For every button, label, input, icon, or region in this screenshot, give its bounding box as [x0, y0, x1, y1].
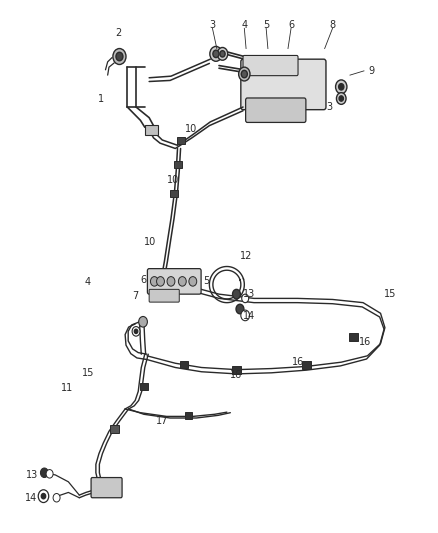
Circle shape: [40, 468, 48, 478]
Circle shape: [189, 277, 197, 286]
Text: 16: 16: [230, 370, 242, 380]
Circle shape: [220, 51, 225, 57]
Bar: [232, 366, 241, 374]
Text: 6: 6: [288, 20, 294, 30]
Circle shape: [46, 470, 53, 478]
Bar: [349, 333, 358, 341]
Circle shape: [233, 289, 240, 299]
Circle shape: [167, 277, 175, 286]
Text: 7: 7: [133, 291, 139, 301]
Text: 10: 10: [144, 237, 156, 247]
Text: 16: 16: [292, 357, 304, 367]
Text: 13: 13: [244, 289, 256, 299]
Circle shape: [339, 84, 344, 90]
Bar: [174, 161, 182, 168]
Text: 6: 6: [141, 275, 147, 285]
Circle shape: [339, 96, 343, 101]
Circle shape: [132, 327, 140, 336]
Text: 12: 12: [240, 251, 252, 261]
FancyBboxPatch shape: [246, 98, 306, 123]
Text: 13: 13: [26, 470, 38, 480]
Circle shape: [242, 294, 249, 303]
Text: 17: 17: [155, 416, 168, 426]
Text: 3: 3: [326, 102, 332, 112]
Circle shape: [213, 50, 219, 58]
Circle shape: [217, 47, 228, 60]
Circle shape: [336, 80, 347, 94]
Bar: [170, 190, 178, 197]
Circle shape: [150, 277, 158, 286]
Circle shape: [241, 70, 247, 78]
Bar: [145, 125, 158, 135]
Bar: [177, 137, 185, 144]
Circle shape: [134, 329, 138, 334]
Text: 9: 9: [368, 66, 374, 76]
Text: 11: 11: [61, 383, 73, 393]
Text: 5: 5: [203, 277, 209, 286]
FancyBboxPatch shape: [243, 55, 298, 76]
Text: 5: 5: [263, 20, 269, 30]
FancyBboxPatch shape: [91, 478, 122, 498]
Text: 15: 15: [82, 368, 94, 378]
Text: 14: 14: [243, 311, 255, 321]
Circle shape: [178, 277, 186, 286]
Text: 16: 16: [359, 337, 371, 347]
Circle shape: [239, 67, 250, 81]
Circle shape: [236, 304, 244, 314]
FancyBboxPatch shape: [149, 289, 179, 302]
Circle shape: [210, 46, 222, 61]
Text: 10: 10: [166, 175, 179, 185]
Bar: [301, 361, 311, 369]
Circle shape: [38, 490, 49, 503]
Circle shape: [139, 317, 148, 327]
FancyBboxPatch shape: [241, 59, 326, 110]
Bar: [140, 383, 148, 390]
Text: 1: 1: [98, 94, 104, 104]
Circle shape: [41, 494, 46, 499]
FancyBboxPatch shape: [148, 269, 201, 294]
Text: 2: 2: [116, 28, 122, 38]
Text: 10: 10: [185, 124, 197, 134]
Text: 3: 3: [209, 20, 215, 30]
Bar: [180, 361, 188, 368]
Circle shape: [241, 310, 250, 321]
Circle shape: [113, 49, 126, 64]
Text: 15: 15: [384, 289, 396, 299]
Bar: [184, 412, 192, 419]
Bar: [110, 425, 119, 433]
Circle shape: [336, 93, 346, 104]
Circle shape: [156, 277, 164, 286]
Text: 8: 8: [329, 20, 336, 30]
Circle shape: [53, 494, 60, 502]
Text: 14: 14: [25, 492, 37, 503]
Circle shape: [116, 52, 123, 61]
Text: 4: 4: [85, 278, 91, 287]
Text: 4: 4: [241, 20, 247, 30]
